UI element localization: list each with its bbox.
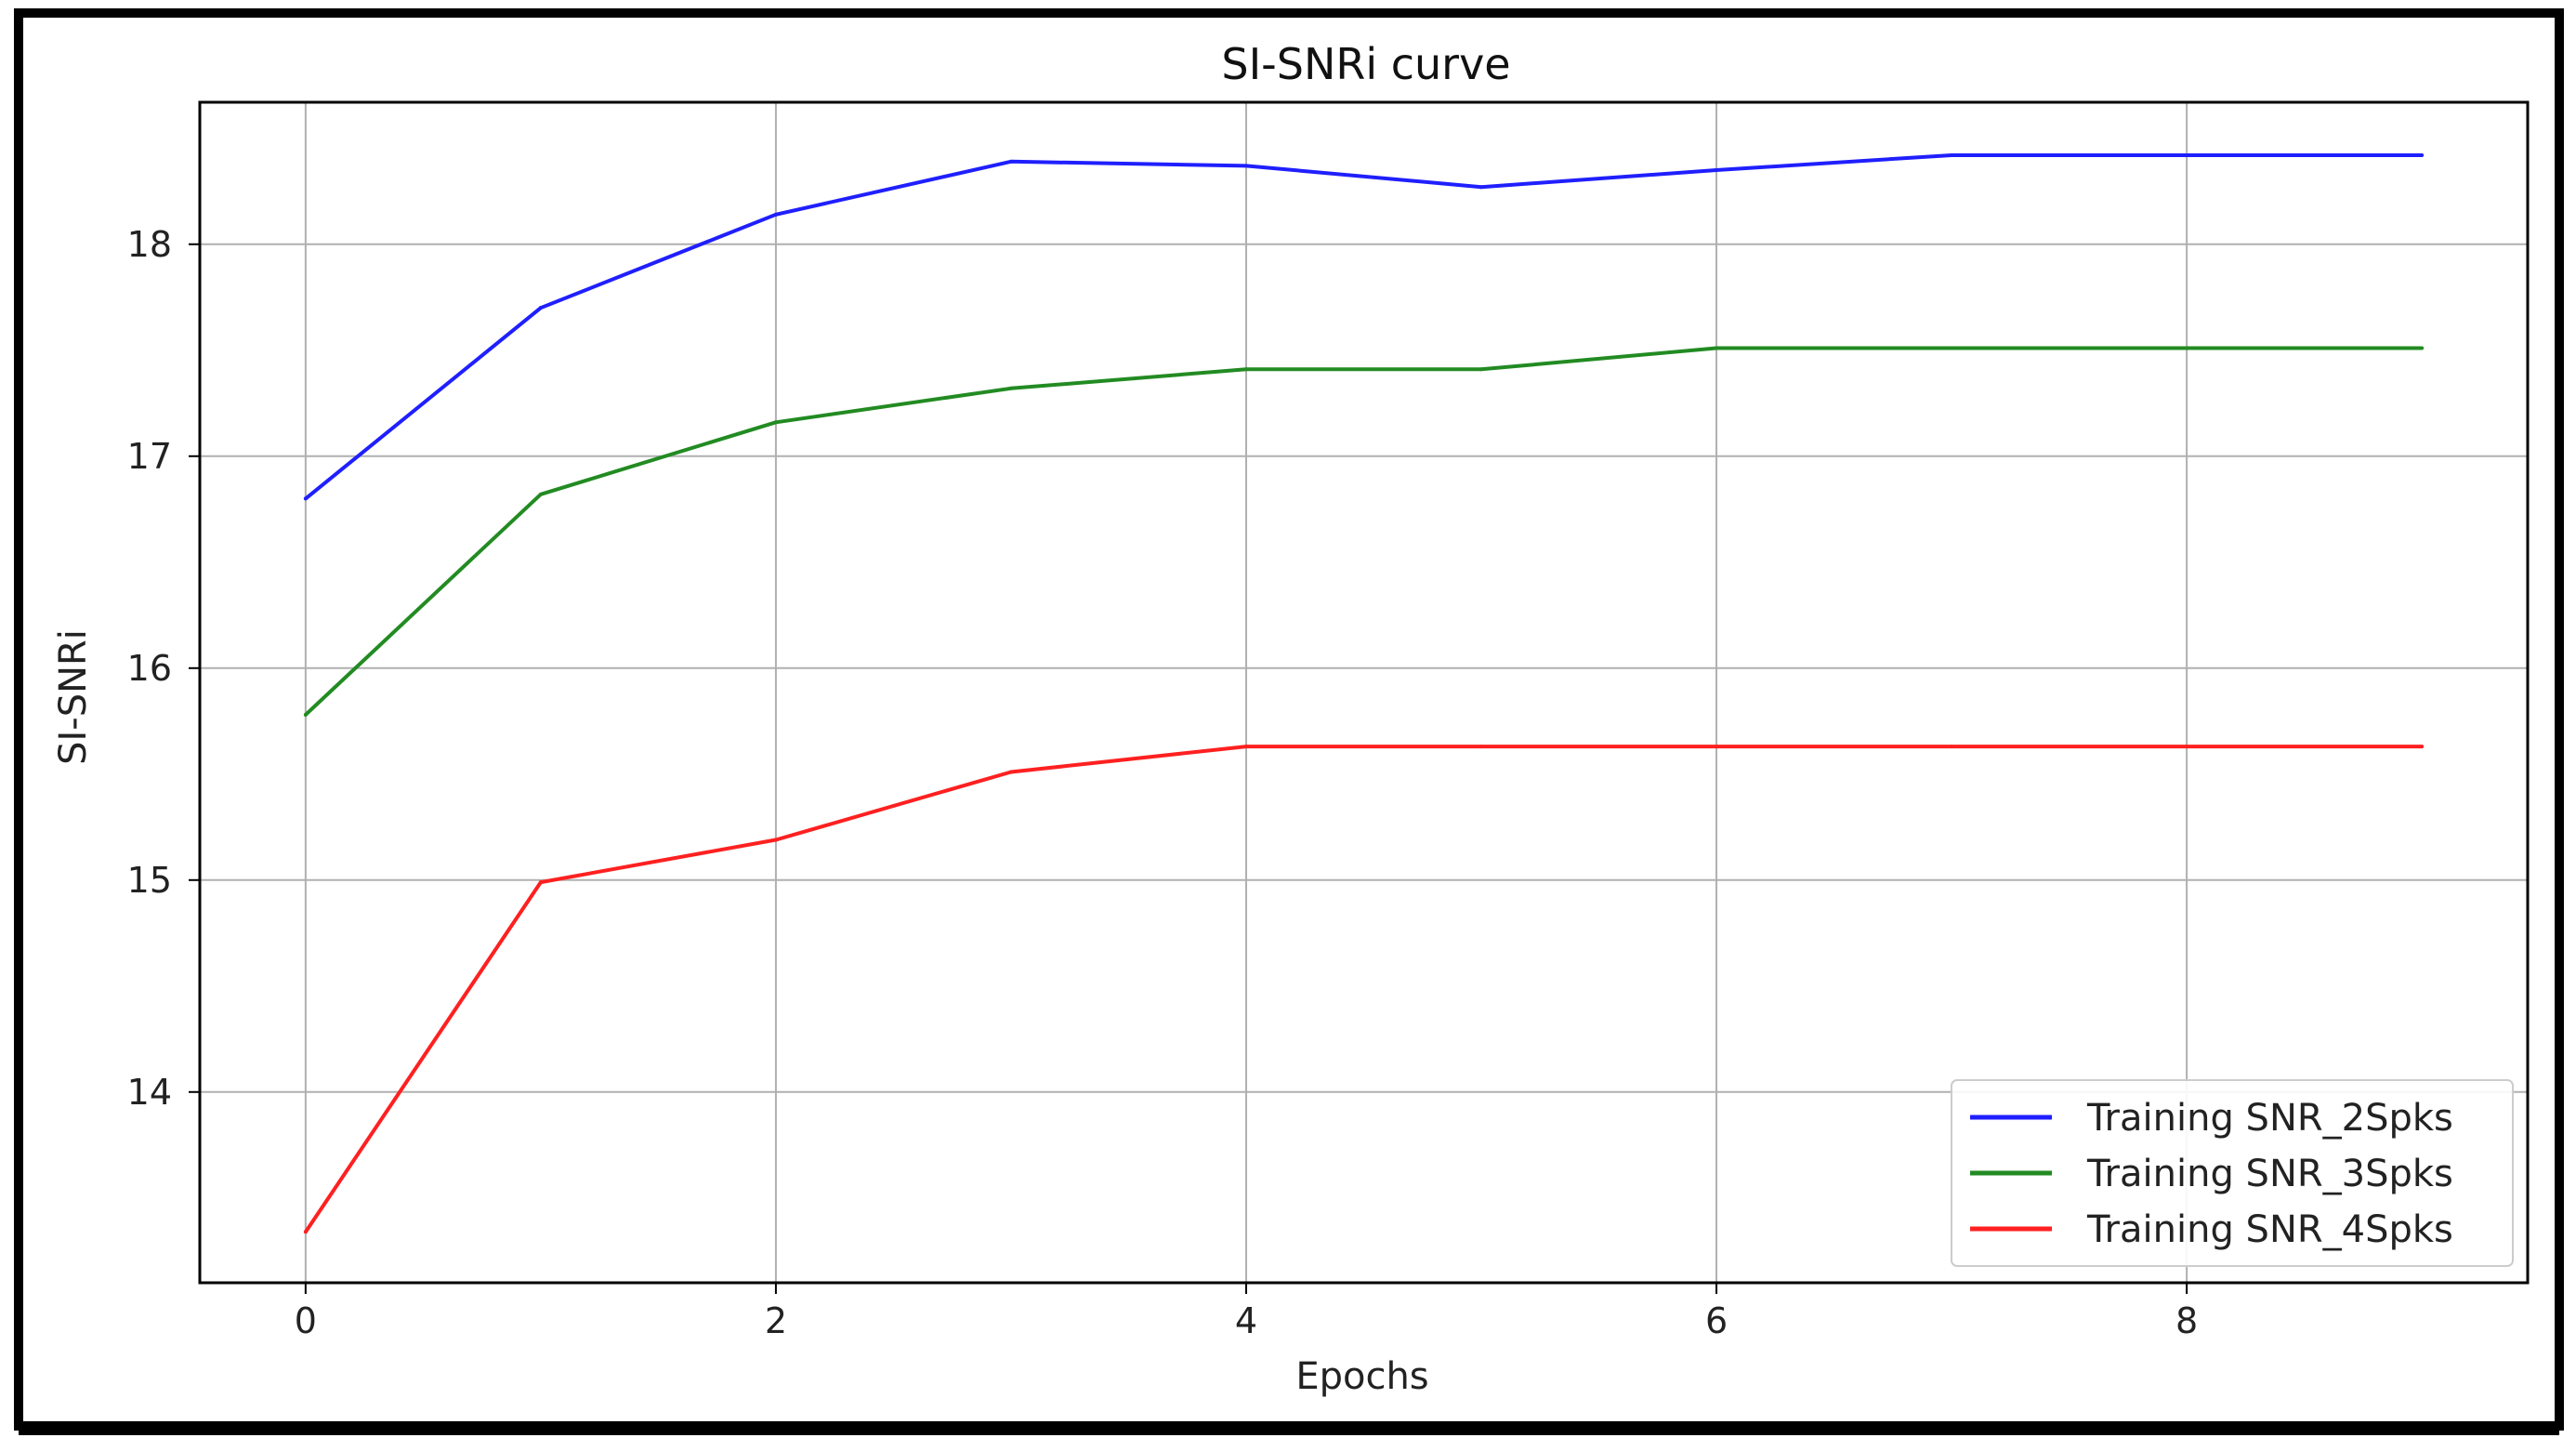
data-point-series-3 [1008, 770, 1013, 774]
series-line-1 [304, 153, 2423, 500]
data-point-series-3 [538, 880, 543, 885]
data-point-series-3 [303, 1230, 308, 1234]
legend-label: Training SNR_3Spks [2086, 1153, 2453, 1195]
data-point-series-3 [1950, 745, 1954, 749]
data-point-series-1 [1715, 167, 1719, 172]
x-tick-label: 4 [1235, 1300, 1257, 1341]
y-tick-label: 16 [127, 648, 172, 689]
y-axis-label: SI-SNRi [52, 629, 95, 765]
data-point-series-2 [538, 492, 543, 496]
y-tick-label: 14 [127, 1072, 172, 1113]
y-axis-ticks: 14 15 16 17 18 [127, 224, 200, 1113]
x-tick-label: 0 [295, 1300, 317, 1341]
data-point-series-2 [1479, 367, 1484, 372]
x-tick-label: 2 [765, 1300, 787, 1341]
legend-box [1951, 1079, 2514, 1267]
data-point-series-1 [1008, 159, 1013, 164]
x-tick-label: 8 [2175, 1300, 2198, 1341]
data-point-series-1 [2420, 153, 2425, 158]
data-point-series-2 [1715, 346, 1719, 350]
legend-label: Training SNR_2Spks [2086, 1097, 2453, 1140]
data-point-series-3 [773, 838, 778, 842]
data-point-series-1 [2185, 153, 2189, 158]
legend: Training SNR_2Spks Training SNR_3Spks Trai… [1951, 1079, 2514, 1267]
data-point-series-3 [1243, 745, 1248, 749]
data-point-series-3 [2420, 745, 2425, 749]
data-point-series-2 [2420, 346, 2425, 350]
series-line-2 [304, 346, 2423, 717]
data-point-series-1 [303, 496, 308, 501]
y-tick-label: 17 [127, 436, 172, 477]
data-point-series-1 [773, 212, 778, 217]
data-point-series-3 [1479, 745, 1484, 749]
chart-title: SI-SNRi curve [1221, 39, 1510, 89]
grid [200, 102, 2528, 1283]
bottom-border [19, 1426, 2559, 1435]
plot-area-border [198, 100, 2530, 1285]
data-point-series-2 [1243, 367, 1248, 372]
data-point-series-1 [538, 306, 543, 310]
data-point-series-2 [303, 712, 308, 717]
x-tick-label: 6 [1705, 1300, 1728, 1341]
data-point-series-1 [1950, 153, 1954, 158]
x-axis-label: Epochs [1295, 1355, 1428, 1398]
series-line-3 [304, 745, 2423, 1233]
series-lines [303, 153, 2425, 1234]
data-point-series-3 [1715, 745, 1719, 749]
data-point-series-1 [1479, 185, 1484, 190]
legend-label: Training SNR_4Spks [2086, 1208, 2453, 1251]
data-point-series-2 [2185, 346, 2189, 350]
data-point-series-2 [1950, 346, 1954, 350]
data-point-series-1 [1243, 164, 1248, 168]
data-point-series-2 [773, 420, 778, 425]
data-point-series-3 [2185, 745, 2189, 749]
x-axis-ticks: 0 2 4 6 8 [295, 1283, 2198, 1341]
data-point-series-2 [1008, 386, 1013, 390]
y-tick-label: 18 [127, 224, 172, 265]
y-tick-label: 15 [127, 860, 172, 901]
